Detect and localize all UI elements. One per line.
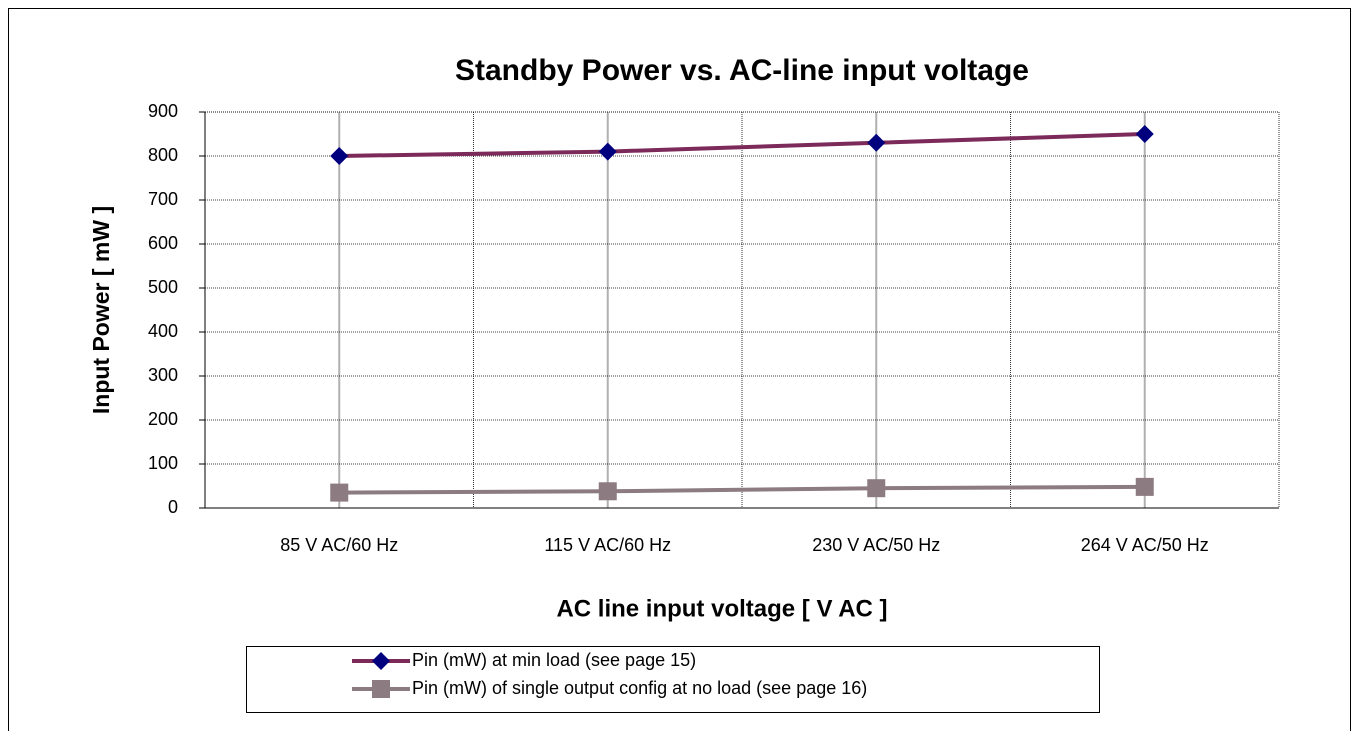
series-line	[339, 132, 1145, 158]
marker	[1135, 477, 1154, 496]
legend-label: Pin (mW) of single output config at no l…	[412, 678, 867, 698]
marker	[867, 479, 886, 498]
marker	[598, 482, 617, 501]
y-tick-label: 500	[148, 277, 178, 297]
legend-box	[246, 646, 1100, 713]
y-tick-label: 600	[148, 233, 178, 253]
marker	[598, 142, 617, 161]
legend-marker	[372, 652, 390, 670]
legend-marker	[372, 680, 390, 698]
x-tick-label: 85 V AC/60 Hz	[280, 535, 398, 555]
legend-label: Pin (mW) at min load (see page 15)	[412, 650, 696, 670]
marker	[867, 133, 886, 152]
x-axis-label: AC line input voltage [ V AC ]	[556, 595, 887, 622]
y-tick-label: 100	[148, 453, 178, 473]
y-tick-label: 0	[168, 497, 178, 517]
y-tick-label: 700	[148, 189, 178, 209]
x-tick-label: 264 V AC/50 Hz	[1081, 535, 1209, 555]
marker	[330, 483, 349, 502]
chart-title: Standby Power vs. AC-line input voltage	[455, 54, 1029, 87]
y-tick-label: 900	[148, 101, 178, 121]
x-tick-label: 115 V AC/60 Hz	[544, 535, 671, 555]
y-axis-label: Input Power [ mW ]	[88, 206, 114, 414]
series-line	[339, 484, 1145, 495]
y-tick-label: 300	[148, 365, 178, 385]
y-tick-label: 200	[148, 409, 178, 429]
y-tick-label: 800	[148, 145, 178, 165]
chart-border	[8, 8, 1351, 731]
marker	[330, 147, 349, 165]
y-tick-label: 400	[148, 321, 178, 341]
marker	[1135, 125, 1154, 143]
x-tick-label: 230 V AC/50 Hz	[812, 535, 940, 555]
